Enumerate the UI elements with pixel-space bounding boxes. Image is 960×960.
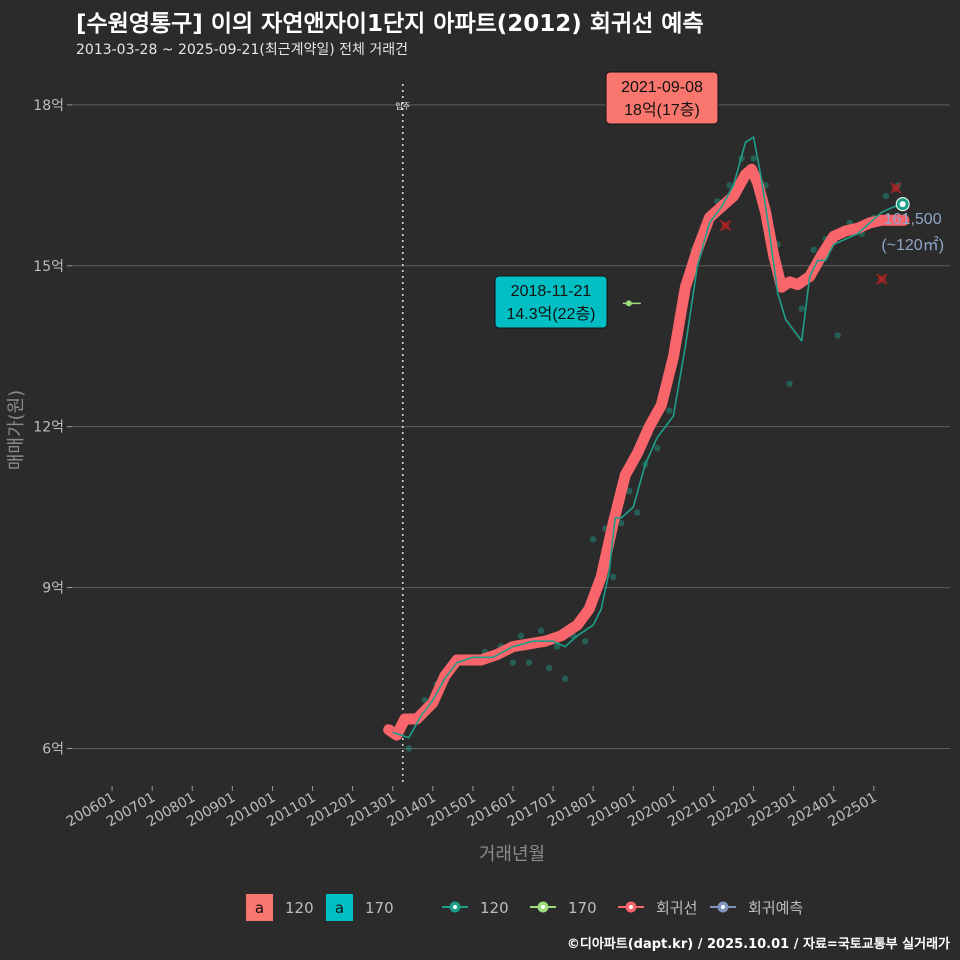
scatter-point-120 xyxy=(654,444,661,452)
scatter-point-120 xyxy=(882,192,890,200)
legend: a 120 a 170 120 170 회귀선 회귀예측 xyxy=(246,894,803,921)
y-axis-title: 매매가(원) xyxy=(6,390,27,470)
annotation-date: 2018-11-21 xyxy=(511,283,592,300)
annotation-box xyxy=(494,275,608,329)
series-point-170 xyxy=(625,300,632,307)
scatter-point-120 xyxy=(798,305,805,312)
last-value-sublabel: (~120㎡) xyxy=(881,236,944,254)
scatter-point-120 xyxy=(626,487,633,495)
move-in-label: 입주 xyxy=(395,102,410,111)
scatter-point-120 xyxy=(581,638,589,645)
scatter-point-120 xyxy=(810,246,817,253)
y-tick-label: 12억 xyxy=(33,420,64,436)
y-tick-label: 18억 xyxy=(33,98,64,114)
scatter-point-120 xyxy=(589,536,597,543)
scatter-point-120 xyxy=(786,380,793,387)
y-tick-label: 9억 xyxy=(42,581,64,597)
scatter-point-120 xyxy=(561,675,569,682)
chart-title: [수원영통구] 이의 자연앤자이1단지 아파트(2012) 회귀선 예측 xyxy=(76,11,704,37)
legend-fill-key: a xyxy=(255,899,264,917)
grid-lines xyxy=(72,104,950,749)
regression-line xyxy=(383,163,910,741)
legend-fill-label: 120 xyxy=(285,899,314,917)
scatter-point-120 xyxy=(517,632,525,640)
legend-line-label: 회귀선 xyxy=(656,899,697,917)
annotation-date: 2021-09-08 xyxy=(621,79,703,96)
x-axis: 2006012007012008012009012010012011012012… xyxy=(64,786,880,830)
legend-line-label: 회귀예측 xyxy=(748,899,803,917)
scatter-point-120 xyxy=(610,573,617,581)
legend-line-label: 120 xyxy=(480,899,509,917)
chart-subtitle: 2013-03-28 ~ 2025-09-21(최근계약일) 전체 거래건 xyxy=(76,42,408,58)
legend-fill-swatch xyxy=(246,894,273,921)
scatter-point-120 xyxy=(553,643,561,650)
scatter-point-120 xyxy=(405,745,412,752)
scatter-point-120 xyxy=(537,627,545,634)
scatter-point-120 xyxy=(545,664,553,672)
scatter-point-120 xyxy=(509,659,517,666)
legend-fill-label: 170 xyxy=(365,899,394,917)
outlier-cross xyxy=(719,220,732,232)
legend-line-dot-inner xyxy=(541,905,545,909)
last-value-label: 161,500 xyxy=(884,211,942,228)
annotation-value: 18억(17층) xyxy=(624,101,700,119)
scatter-point-120 xyxy=(666,407,673,414)
scatter-point-120 xyxy=(634,509,641,516)
outlier-cross xyxy=(876,273,888,285)
y-tick-label: 6억 xyxy=(42,741,64,757)
legend-fill-key: a xyxy=(335,899,344,917)
scatter-point-120 xyxy=(618,520,625,527)
outlier-cross xyxy=(890,182,902,194)
legend-line-dot-inner xyxy=(721,905,725,909)
annotations: 161,500 (~120㎡) 2021-09-08 18억(17층) 2018-11-… xyxy=(494,71,944,329)
legend-line-dot-inner xyxy=(629,905,633,909)
annotation-box xyxy=(605,71,719,125)
legend-line-label: 170 xyxy=(568,899,597,917)
forecast-point-inner xyxy=(899,201,906,208)
y-axis: 6억 9억 12억 15억 18억 xyxy=(33,98,72,757)
annotation-value: 14.3억(22층) xyxy=(506,305,595,323)
legend-line-dot-inner xyxy=(453,905,457,909)
series-line-120 xyxy=(392,136,903,739)
scatter-point-120 xyxy=(750,155,757,162)
legend-fill-swatch xyxy=(326,894,353,921)
y-tick-label: 15억 xyxy=(33,259,64,275)
chart-marks: 입주 xyxy=(383,84,910,786)
scatter-point-120 xyxy=(525,659,533,666)
footer-credit: ©디아파트(dapt.kr) / 2025.10.01 / 자료=국토교통부 실… xyxy=(566,937,950,952)
x-axis-title: 거래년월 xyxy=(479,844,545,865)
scatter-point-120 xyxy=(726,182,733,189)
scatter-point-120 xyxy=(834,332,841,339)
